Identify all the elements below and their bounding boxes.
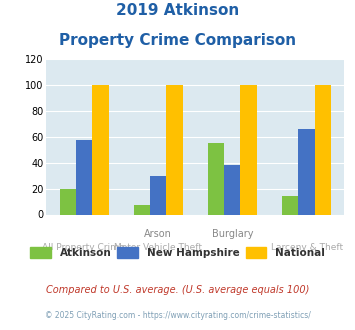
Bar <box>92 85 109 214</box>
Text: Burglary: Burglary <box>212 229 253 239</box>
Text: Property Crime Comparison: Property Crime Comparison <box>59 33 296 48</box>
Bar <box>76 140 92 214</box>
Text: 2019 Atkinson: 2019 Atkinson <box>116 3 239 18</box>
Bar <box>134 206 150 214</box>
Bar <box>240 85 257 214</box>
Bar <box>150 176 166 214</box>
Text: Compared to U.S. average. (U.S. average equals 100): Compared to U.S. average. (U.S. average … <box>46 285 309 295</box>
Text: Motor Vehicle Theft: Motor Vehicle Theft <box>114 243 202 251</box>
Bar <box>208 144 224 214</box>
Text: Arson: Arson <box>144 229 172 239</box>
Bar <box>224 165 240 215</box>
Text: © 2025 CityRating.com - https://www.cityrating.com/crime-statistics/: © 2025 CityRating.com - https://www.city… <box>45 311 310 320</box>
Bar <box>166 85 183 214</box>
Text: Larceny & Theft: Larceny & Theft <box>271 243 343 251</box>
Bar <box>315 85 331 214</box>
Legend: Atkinson, New Hampshire, National: Atkinson, New Hampshire, National <box>26 243 329 262</box>
Bar <box>282 196 298 214</box>
Bar <box>298 129 315 214</box>
Text: All Property Crime: All Property Crime <box>42 243 125 251</box>
Bar <box>60 189 76 214</box>
